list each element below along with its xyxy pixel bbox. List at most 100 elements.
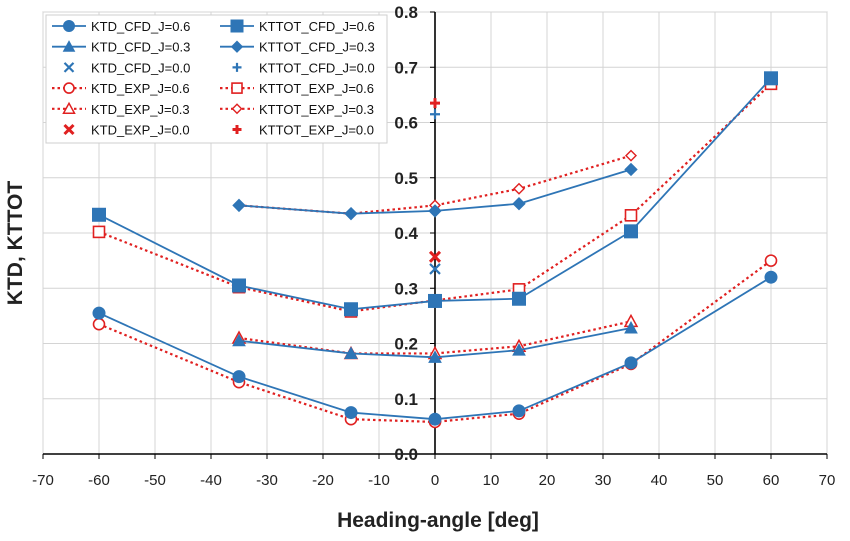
open-diamond-marker	[513, 182, 525, 195]
legend-label: KTD_EXP_J=0.6	[91, 81, 190, 96]
legend-label: KTD_EXP_J=0.3	[91, 102, 190, 117]
data-series	[92, 71, 778, 429]
square-marker	[232, 278, 246, 293]
circle-marker	[232, 370, 246, 384]
plus-marker	[232, 62, 242, 72]
x-tick-label: -30	[256, 472, 278, 489]
diamond-marker	[624, 162, 638, 177]
legend-item: KTTOT_EXP_J=0.0	[232, 123, 374, 138]
legend-label: KTD_CFD_J=0.3	[91, 40, 190, 55]
diamond-marker	[428, 204, 442, 218]
plus-marker	[430, 109, 440, 120]
series-line	[238, 320, 632, 355]
legend-label: KTTOT_CFD_J=0.6	[259, 19, 375, 34]
diamond-marker	[344, 206, 358, 221]
legend-item: KTD_CFD_J=0.0	[63, 60, 190, 75]
legend-item: KTD_CFD_J=0.6	[52, 19, 190, 34]
legend-item: KTTOT_EXP_J=0.6	[220, 81, 374, 96]
legend-label: KTTOT_EXP_J=0.3	[259, 102, 374, 117]
y-tick-label: 0.5	[394, 169, 418, 188]
series-kttot-cfd-j-0-0	[430, 109, 440, 120]
circle-marker	[63, 20, 75, 32]
open-circle-marker	[92, 317, 106, 331]
legend-label: KTD_CFD_J=0.6	[91, 19, 190, 34]
open-circle-marker	[764, 254, 778, 267]
circle-marker	[92, 306, 106, 320]
x-marker	[63, 123, 75, 136]
diamond-marker	[232, 198, 246, 213]
legend-box	[45, 14, 388, 144]
x-tick-label: 30	[595, 472, 612, 489]
x-tick-label: -20	[312, 472, 334, 489]
series-ktd-exp-j-0-0	[428, 250, 442, 263]
y-tick-label: 0.6	[394, 114, 418, 133]
y-tick-label: 0.0	[394, 445, 418, 464]
square-marker	[512, 291, 526, 306]
y-tick-label: 0.1	[394, 390, 418, 409]
legend-item: KTD_EXP_J=0.0	[63, 123, 190, 138]
legend-label: KTD_EXP_J=0.0	[91, 123, 190, 138]
circle-marker	[512, 404, 526, 418]
triangle-marker	[624, 320, 638, 334]
legend-label: KTTOT_CFD_J=0.0	[259, 60, 375, 75]
x-tick-label: 50	[707, 472, 724, 489]
x-tick-label: -10	[368, 472, 390, 489]
x-marker	[428, 250, 442, 263]
series-line	[238, 154, 632, 215]
circle-marker	[624, 356, 638, 370]
open-square-marker	[231, 82, 243, 94]
legend-item: KTTOT_CFD_J=0.0	[232, 60, 375, 75]
legend-label: KTTOT_EXP_J=0.6	[259, 81, 374, 96]
circle-marker	[344, 406, 358, 420]
x-tick-label: 10	[483, 472, 500, 489]
y-tick-label: 0.2	[394, 335, 418, 354]
circle-marker	[764, 270, 778, 284]
x-axis-title: Heading-angle [deg]	[337, 509, 539, 532]
series-ktd-cfd-j-0-3	[232, 320, 638, 363]
x-tick-label: 70	[819, 472, 836, 489]
legend-label: KTTOT_CFD_J=0.3	[259, 40, 375, 55]
axes: -70 -60 -50 -40 -30 -20 -10 0 10 20 30 40 50 60 70 0.0 0…	[32, 3, 835, 489]
triangle-marker	[512, 343, 526, 356]
series-ktd-cfd-j-0-0	[429, 263, 441, 275]
series-kttot-exp-j-0-0	[430, 98, 440, 109]
triangle-marker	[428, 350, 442, 363]
legend: KTD_CFD_J=0.6 KTD_CFD_J=0.3 KTD_CFD_J=0.0 K…	[45, 14, 388, 144]
open-square-marker	[624, 209, 638, 222]
triangle-marker	[62, 40, 76, 52]
x-tick-label: -70	[32, 472, 54, 489]
square-marker	[92, 207, 106, 222]
legend-item: KTD_EXP_J=0.3	[52, 101, 190, 117]
legend-item: KTTOT_CFD_J=0.3	[220, 40, 375, 55]
x-marker	[429, 263, 441, 275]
legend-label: KTTOT_EXP_J=0.0	[259, 123, 374, 138]
y-tick-label: 0.7	[394, 58, 418, 77]
x-tick-label: 0	[431, 472, 439, 489]
y-tick-label: 0.3	[394, 279, 418, 298]
open-square-marker	[92, 225, 106, 239]
x-marker	[63, 62, 75, 73]
legend-item: KTD_EXP_J=0.6	[52, 81, 190, 96]
legend-label: KTD_CFD_J=0.0	[91, 60, 190, 75]
square-marker	[624, 224, 638, 239]
y-tick-label: 0.4	[394, 224, 418, 243]
x-tick-label: -60	[88, 472, 110, 489]
square-marker	[428, 293, 442, 308]
x-tick-label: 20	[539, 472, 556, 489]
series-kttot-cfd-j-0-6	[92, 71, 778, 317]
series-kttot-cfd-j-0-3	[232, 162, 638, 221]
y-tick-label: 0.8	[394, 3, 418, 22]
square-marker	[344, 302, 358, 317]
open-diamond-marker	[625, 149, 637, 162]
square-marker	[230, 19, 244, 33]
legend-item: KTTOT_CFD_J=0.6	[220, 19, 375, 34]
square-marker	[764, 71, 778, 86]
diamond-marker	[230, 40, 244, 53]
x-tick-label: 60	[763, 472, 780, 489]
x-tick-label: 40	[651, 472, 668, 489]
open-circle-marker	[63, 82, 75, 94]
plus-marker	[430, 98, 440, 109]
series-ktd-cfd-j-0-6	[92, 270, 778, 426]
